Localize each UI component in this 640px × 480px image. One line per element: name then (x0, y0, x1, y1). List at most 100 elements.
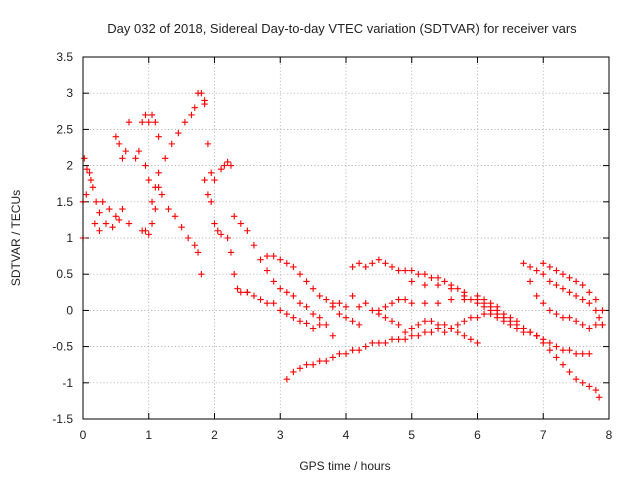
y-tick-label: 3.5 (56, 50, 73, 64)
data-point (349, 263, 356, 271)
data-point (566, 274, 573, 282)
data-point (152, 184, 159, 191)
data-point (181, 118, 189, 126)
data-point (421, 299, 429, 307)
data-point (586, 350, 593, 358)
data-point (382, 314, 389, 321)
x-tick-label: 7 (540, 428, 547, 442)
data-point (263, 267, 271, 274)
data-point (168, 140, 175, 148)
data-point (244, 227, 251, 234)
data-point (428, 274, 435, 282)
data-point (513, 318, 521, 325)
data-point (99, 198, 106, 205)
data-point (375, 339, 383, 347)
data-point (237, 220, 244, 227)
data-point (201, 176, 208, 184)
data-point (83, 166, 91, 173)
data-point (323, 296, 330, 303)
data-point (148, 111, 156, 119)
series-trace-4 (138, 90, 208, 238)
data-point (540, 336, 547, 343)
data-point (303, 303, 310, 310)
data-point (592, 296, 600, 303)
plot-frame (82, 56, 610, 420)
data-point (546, 278, 554, 285)
data-point (579, 321, 586, 329)
data-point (494, 303, 501, 310)
data-point (467, 336, 475, 343)
data-point (566, 368, 573, 376)
y-tick-label: -1 (62, 376, 73, 390)
data-point (277, 307, 284, 314)
data-point (250, 242, 258, 249)
data-point (132, 155, 139, 162)
x-tick-label: 3 (277, 428, 284, 442)
data-point (178, 223, 185, 231)
data-point (309, 310, 317, 318)
data-point (526, 263, 534, 271)
data-point (263, 299, 271, 307)
data-point (106, 205, 113, 213)
data-point (227, 249, 235, 256)
data-point (566, 289, 573, 296)
data-point (283, 310, 291, 318)
data-point (204, 140, 212, 148)
data-point (533, 292, 540, 300)
data-point (87, 176, 95, 184)
data-point (158, 191, 166, 198)
data-point (303, 361, 310, 368)
data-point (579, 281, 586, 289)
data-point (194, 249, 202, 256)
data-point (198, 90, 205, 97)
data-point (148, 198, 156, 205)
data-point (382, 339, 389, 347)
data-point (142, 162, 149, 169)
data-point (342, 350, 350, 358)
data-point (316, 314, 323, 321)
data-point (526, 328, 534, 336)
data-point (474, 339, 481, 347)
data-point (454, 321, 461, 329)
data-point (480, 310, 488, 318)
data-point (595, 314, 603, 321)
x-tick-label: 1 (145, 428, 152, 442)
data-point (546, 347, 554, 354)
data-point (428, 318, 435, 325)
data-point (421, 271, 429, 278)
data-point (388, 299, 396, 307)
data-point (211, 220, 218, 227)
data-point (395, 296, 402, 303)
data-point (421, 318, 429, 325)
data-point (96, 209, 103, 216)
data-point (208, 198, 215, 205)
data-point (296, 365, 304, 372)
data-point (290, 368, 297, 376)
data-point (448, 285, 455, 292)
data-point (323, 321, 330, 329)
data-point (349, 347, 356, 354)
data-point (362, 263, 369, 271)
data-point (161, 155, 169, 162)
data-point (119, 205, 126, 213)
data-point (145, 118, 152, 126)
data-point (553, 354, 560, 361)
data-point (283, 375, 291, 383)
data-point (329, 332, 337, 339)
data-point (474, 292, 481, 300)
data-point (415, 332, 422, 339)
data-point (86, 169, 93, 177)
x-axis-label: GPS time / hours (299, 459, 390, 473)
data-point (448, 325, 455, 332)
data-point (461, 296, 468, 303)
y-axis-label: SDTVAR / TECUs (9, 190, 23, 286)
y-tick-label: -0.5 (52, 340, 73, 354)
data-point (316, 357, 323, 365)
data-point (595, 394, 603, 401)
data-point (355, 347, 363, 354)
data-point (185, 234, 192, 242)
data-point (83, 191, 90, 198)
data-point (119, 155, 126, 162)
data-point (441, 328, 448, 336)
